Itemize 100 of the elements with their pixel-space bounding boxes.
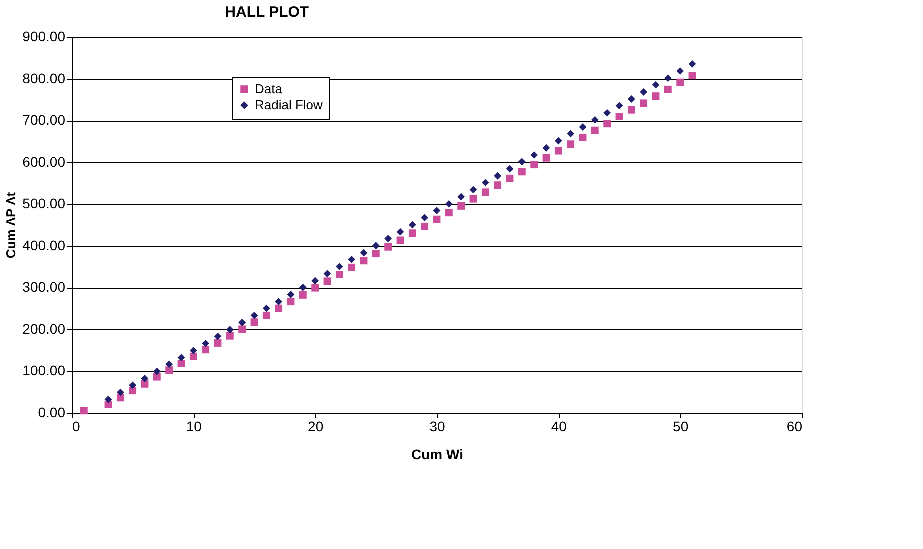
point (421, 222, 429, 230)
point (579, 134, 587, 142)
point (591, 126, 599, 134)
point (238, 319, 246, 326)
point (80, 407, 88, 415)
point (676, 78, 684, 86)
legend-label: Data (255, 82, 284, 96)
point (408, 221, 416, 229)
point (348, 256, 356, 264)
point (312, 277, 320, 285)
point (324, 270, 332, 278)
point (336, 263, 344, 270)
point (348, 264, 356, 272)
point (470, 186, 478, 194)
point (384, 243, 392, 251)
point (129, 382, 137, 390)
point (664, 74, 672, 82)
y-tick-label: 100.00 (22, 362, 66, 379)
x-tick-label: 40 (551, 418, 568, 434)
y-tick-label: 300.00 (22, 279, 66, 296)
point (153, 368, 161, 376)
point (396, 228, 404, 236)
point (275, 304, 283, 312)
point (506, 174, 514, 182)
y-tick-label: 900.00 (22, 28, 66, 44)
point (494, 182, 502, 190)
point (178, 360, 186, 368)
point (664, 86, 672, 94)
y-tick-label: 0.00 (38, 404, 66, 420)
point (238, 326, 246, 334)
point (482, 179, 490, 187)
y-tick-label: 500.00 (22, 196, 66, 212)
chart-title: HALL PLOT (225, 4, 310, 21)
point (688, 72, 696, 80)
point (250, 312, 258, 320)
x-tick-label: 10 (186, 418, 202, 434)
point (518, 158, 526, 166)
point (336, 271, 344, 278)
point (360, 249, 368, 257)
point (676, 68, 684, 75)
point (166, 366, 174, 374)
point (372, 250, 380, 258)
point (275, 298, 283, 306)
point (640, 88, 648, 96)
point (554, 137, 562, 145)
point (226, 326, 234, 334)
point (214, 332, 222, 340)
point (129, 387, 137, 395)
point (396, 236, 404, 244)
point (214, 340, 222, 347)
point (628, 106, 636, 114)
point (360, 257, 368, 265)
point (542, 154, 550, 162)
point (202, 346, 210, 354)
legend-label: Radial Flow (255, 98, 324, 112)
point (530, 161, 538, 169)
point (542, 144, 550, 152)
x-tick-label: 60 (786, 418, 803, 434)
point (153, 373, 161, 381)
point (445, 209, 453, 217)
point (688, 60, 696, 68)
point (530, 152, 538, 159)
y-tick-label: 200.00 (22, 320, 66, 337)
point (178, 354, 186, 362)
point (445, 200, 453, 208)
point (104, 396, 112, 404)
point (262, 312, 270, 320)
y-tick-label: 600.00 (22, 154, 66, 170)
point (299, 291, 307, 299)
point (250, 318, 258, 326)
x-tick-label: 0 (72, 418, 80, 434)
y-tick-label: 700.00 (22, 112, 66, 128)
point (202, 340, 210, 348)
point (470, 195, 478, 203)
point (116, 388, 124, 396)
point (640, 100, 648, 108)
y-tick-label: 400.00 (22, 237, 66, 254)
point (141, 380, 149, 388)
point (312, 284, 320, 292)
point (372, 242, 380, 250)
x-tick-label: 50 (673, 418, 689, 434)
point (518, 168, 526, 176)
point (324, 278, 332, 286)
point (408, 230, 416, 238)
point (616, 102, 624, 110)
point (433, 216, 441, 224)
point (604, 120, 612, 128)
point (226, 332, 234, 340)
point (458, 193, 466, 201)
point (652, 92, 660, 100)
point (299, 284, 307, 292)
point (506, 165, 514, 173)
point (604, 109, 612, 117)
point (116, 394, 124, 402)
point (190, 347, 198, 354)
point (287, 298, 295, 306)
y-axis-title: Cum ΛP Λt (4, 192, 19, 259)
point (482, 188, 490, 196)
point (554, 147, 562, 155)
point (166, 360, 174, 368)
